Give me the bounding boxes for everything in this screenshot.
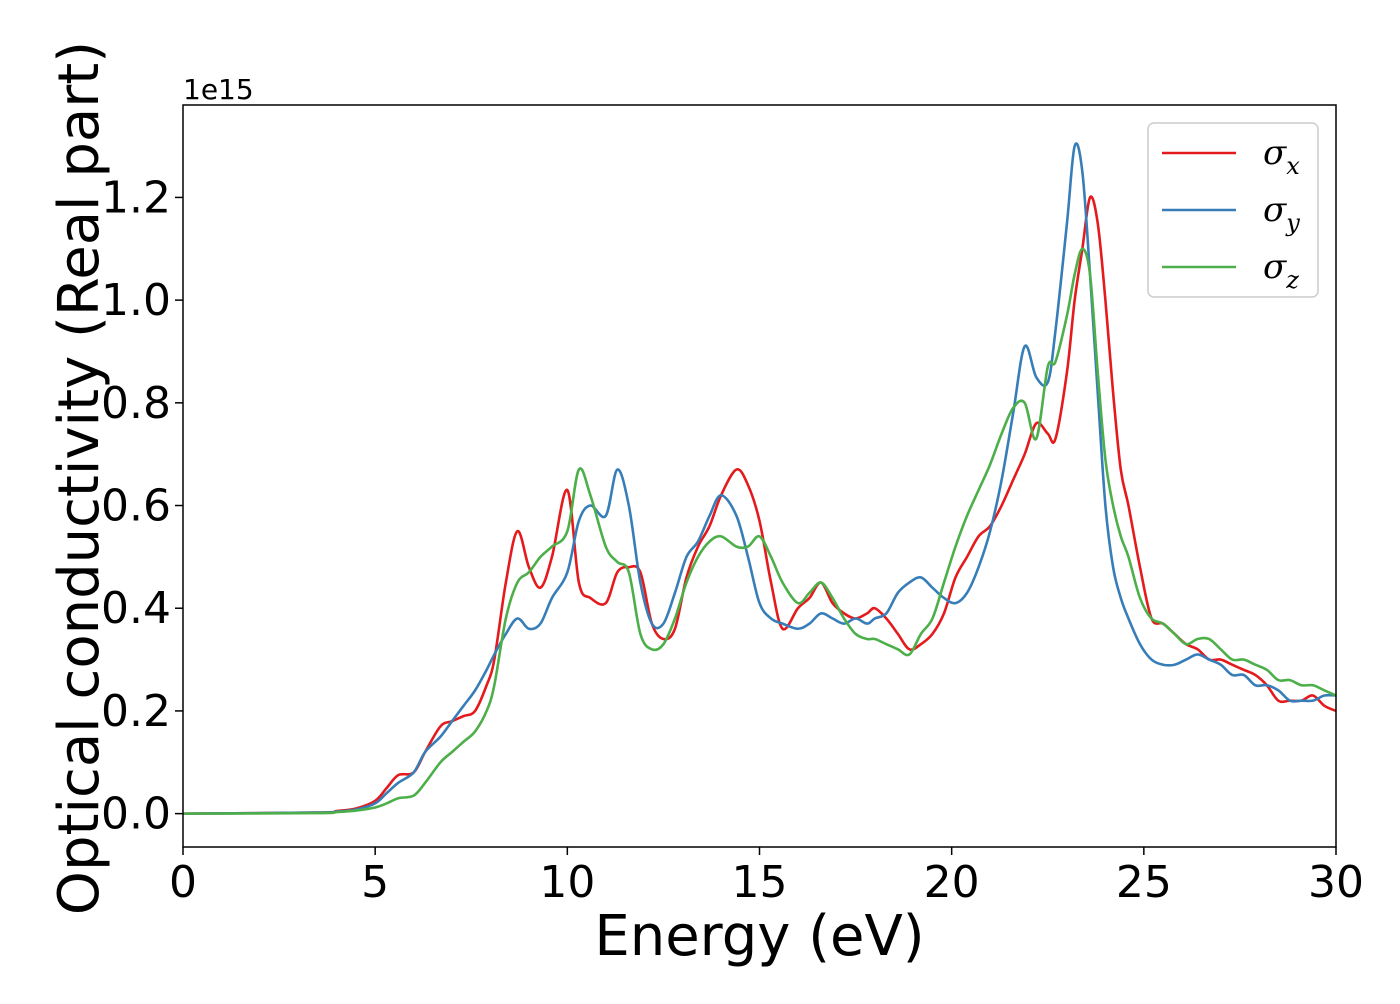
- y-tick-label: 1.2: [101, 172, 171, 223]
- x-tick-label: 5: [361, 857, 389, 908]
- y-tick-label: 1.0: [101, 275, 171, 326]
- x-axis: 0 5 10 15 20 25 30: [169, 847, 1364, 908]
- series-line-z: [183, 247, 1336, 815]
- y-tick-label: 0.2: [101, 686, 171, 737]
- legend-symbol: σ: [1263, 247, 1287, 287]
- x-tick-label: 20: [924, 857, 980, 908]
- y-tick-label: 0.6: [101, 481, 171, 532]
- x-tick-label: 15: [732, 857, 788, 908]
- x-tick-label: 10: [539, 857, 595, 908]
- legend-label-x: σx: [1263, 133, 1300, 180]
- y-tick-label: 0.4: [101, 583, 171, 634]
- series-layer: [183, 142, 1336, 815]
- y-offset-label: 1e15: [183, 73, 254, 106]
- legend-label-z: σz: [1263, 247, 1299, 294]
- y-tick-label: 0.0: [101, 789, 171, 840]
- x-tick-label: 25: [1116, 857, 1172, 908]
- legend-subscript: z: [1285, 266, 1299, 294]
- y-axis: 0.0 0.2 0.4 0.6 0.8 1.0 1.2: [101, 172, 183, 840]
- y-axis-label: Optical conductivity (Real part): [47, 41, 112, 915]
- legend-symbol: σ: [1263, 190, 1287, 230]
- x-tick-label: 0: [169, 857, 197, 908]
- series-line-y: [183, 142, 1336, 815]
- legend-label-y: σy: [1263, 190, 1300, 237]
- legend-subscript: y: [1285, 209, 1300, 237]
- y-tick-label: 0.8: [101, 378, 171, 429]
- legend-symbol: σ: [1263, 133, 1287, 173]
- x-tick-label: 30: [1308, 857, 1364, 908]
- x-axis-label: Energy (eV): [594, 904, 924, 969]
- legend-subscript: x: [1286, 152, 1300, 180]
